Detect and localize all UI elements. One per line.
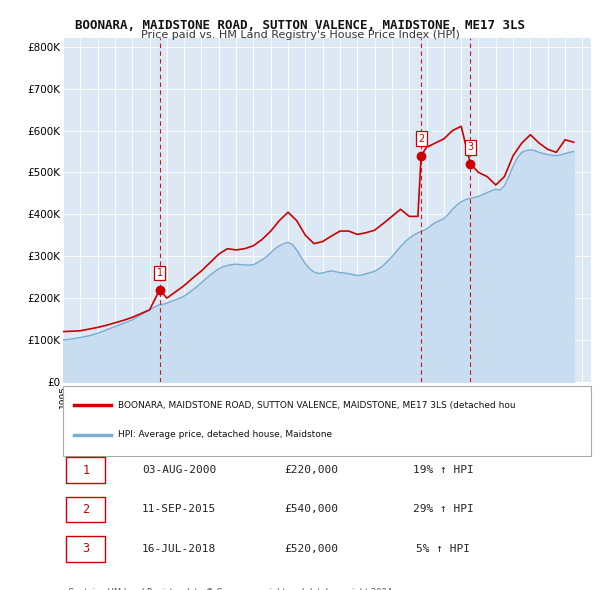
Text: Price paid vs. HM Land Registry's House Price Index (HPI): Price paid vs. HM Land Registry's House … <box>140 30 460 40</box>
Text: 19% ↑ HPI: 19% ↑ HPI <box>413 466 473 475</box>
Text: 3: 3 <box>82 542 89 555</box>
Text: 1: 1 <box>157 268 163 278</box>
Text: 1: 1 <box>82 464 89 477</box>
Text: Contains HM Land Registry data © Crown copyright and database right 2024.
This d: Contains HM Land Registry data © Crown c… <box>68 588 395 590</box>
Text: 3: 3 <box>467 142 473 152</box>
Text: 03-AUG-2000: 03-AUG-2000 <box>142 466 216 475</box>
Text: 2: 2 <box>82 503 89 516</box>
Text: £540,000: £540,000 <box>284 504 338 514</box>
Text: 2: 2 <box>418 134 424 144</box>
Text: 11-SEP-2015: 11-SEP-2015 <box>142 504 216 514</box>
FancyBboxPatch shape <box>65 536 105 562</box>
FancyBboxPatch shape <box>65 457 105 483</box>
Text: £520,000: £520,000 <box>284 544 338 554</box>
Text: BOONARA, MAIDSTONE ROAD, SUTTON VALENCE, MAIDSTONE, ME17 3LS (detached hou: BOONARA, MAIDSTONE ROAD, SUTTON VALENCE,… <box>118 401 516 410</box>
Text: 16-JUL-2018: 16-JUL-2018 <box>142 544 216 554</box>
Text: HPI: Average price, detached house, Maidstone: HPI: Average price, detached house, Maid… <box>118 430 332 440</box>
Text: 29% ↑ HPI: 29% ↑ HPI <box>413 504 473 514</box>
Text: 5% ↑ HPI: 5% ↑ HPI <box>416 544 470 554</box>
Text: BOONARA, MAIDSTONE ROAD, SUTTON VALENCE, MAIDSTONE, ME17 3LS: BOONARA, MAIDSTONE ROAD, SUTTON VALENCE,… <box>75 19 525 32</box>
FancyBboxPatch shape <box>63 386 591 457</box>
FancyBboxPatch shape <box>65 497 105 522</box>
Text: £220,000: £220,000 <box>284 466 338 475</box>
